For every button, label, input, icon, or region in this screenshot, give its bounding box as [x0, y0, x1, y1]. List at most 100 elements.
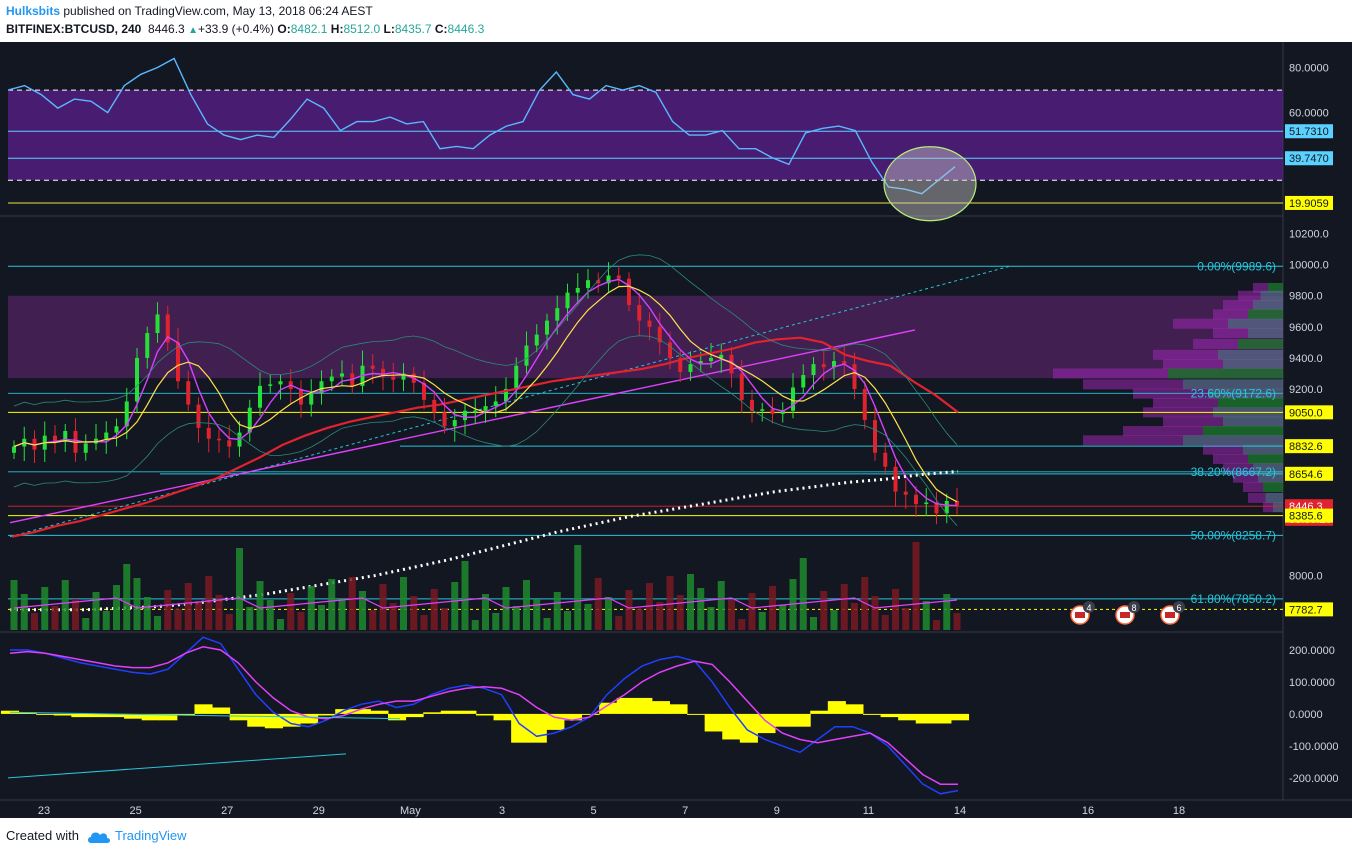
low-value: 8435.7: [394, 22, 432, 36]
volume-bar: [328, 579, 336, 630]
volume-bar: [123, 564, 131, 630]
volume-bar: [359, 591, 366, 630]
candle: [698, 361, 703, 365]
volume-bar: [892, 589, 899, 630]
candle: [483, 406, 488, 411]
candle: [842, 361, 847, 365]
candle: [606, 275, 611, 284]
macd-hist-bar: [229, 713, 248, 721]
volume-bar: [297, 612, 305, 630]
volume-bar: [10, 580, 18, 630]
volume-bar: [799, 558, 807, 630]
volume-profile-bar: [1083, 435, 1183, 446]
macd-hist-bar: [317, 713, 336, 716]
volume-bar: [584, 604, 592, 630]
up-arrow-icon: ▲: [188, 25, 198, 36]
macd-hist-bar: [599, 702, 618, 714]
volume-bar: [830, 610, 838, 630]
volume-bar: [933, 620, 940, 630]
candle: [217, 438, 221, 441]
candle: [442, 412, 447, 427]
candle: [924, 502, 929, 505]
time-tick-label: 25: [129, 805, 141, 817]
volume-profile-bar: [1248, 328, 1283, 339]
rising-trendline-dashed: [9, 265, 1011, 538]
bollinger-lower: [13, 335, 958, 526]
volume-profile-bar: [1268, 282, 1283, 293]
volume-bar: [61, 580, 69, 630]
candle: [493, 401, 498, 407]
rsi-band: [8, 90, 1283, 181]
volume-bar: [471, 620, 479, 630]
candle: [678, 357, 683, 372]
macd-hist-bar: [370, 710, 389, 714]
chart-canvas[interactable]: 80.000060.000051.731039.747019.90590.00%…: [0, 42, 1352, 818]
resistance-zone: [8, 295, 1283, 379]
bollinger-upper: [13, 254, 958, 446]
volume-bar: [943, 594, 951, 630]
publish-line: Hulksbits published on TradingView.com, …: [6, 4, 373, 18]
volume-profile-bar: [1243, 481, 1263, 492]
volume-bar: [851, 603, 858, 630]
price-badge: 8832.6: [1289, 441, 1323, 453]
created-with-label: Created with: [6, 828, 79, 843]
volume-bar: [779, 605, 787, 630]
volume-profile-bar: [1263, 502, 1273, 513]
candle: [258, 385, 262, 408]
candle: [873, 420, 877, 453]
volume-bar: [758, 612, 766, 630]
macd-hist-bar: [300, 713, 319, 724]
time-tick-label: May: [400, 805, 421, 817]
price-badge-bg: [1285, 602, 1333, 617]
candle: [534, 334, 539, 346]
candle: [914, 494, 918, 505]
candle: [739, 373, 744, 400]
volume-bar: [881, 615, 889, 630]
author-link[interactable]: Hulksbits: [6, 4, 61, 18]
macd-hist-bar: [915, 713, 934, 724]
fib-label: 23.60%(9172.6): [1191, 386, 1276, 400]
symbol-line: BITFINEX:BTCUSD, 240 8446.3 ▲+33.9 (+0.4…: [6, 22, 484, 36]
volume-profile-bar: [1153, 349, 1218, 360]
candle: [114, 426, 119, 433]
volume-bar: [348, 577, 356, 630]
candle: [955, 500, 959, 506]
volume-profile-bar: [1228, 318, 1283, 329]
macd-tick-label: -200.0000: [1289, 773, 1339, 785]
macd-tick-label: -100.0000: [1289, 741, 1339, 753]
volume-bar: [922, 601, 930, 630]
rsi-band-top-badge-bg: [1285, 124, 1333, 139]
candle: [719, 354, 724, 358]
volume-bar: [256, 581, 264, 630]
volume-profile-bar: [1248, 309, 1283, 320]
candle: [463, 410, 467, 421]
volume-profile-bar: [1260, 290, 1283, 301]
rsi-band-bottom-badge: 39.7470: [1289, 153, 1329, 165]
volume-bar: [738, 619, 746, 630]
candle: [206, 427, 211, 439]
event-count-bubble: [1173, 601, 1185, 613]
time-tick-label: 11: [863, 805, 874, 817]
event-count-bubble: [1128, 601, 1140, 613]
candle: [83, 443, 88, 453]
candle: [729, 354, 734, 374]
macd-hist-bar: [739, 713, 758, 743]
volume-bar: [451, 582, 459, 630]
candle: [299, 389, 303, 405]
event-count: 6: [1176, 603, 1181, 613]
tradingview-link[interactable]: TradingView: [114, 828, 187, 843]
volume-bar: [635, 609, 643, 630]
volume-bar: [82, 618, 90, 630]
candle: [760, 409, 765, 411]
volume-bar: [820, 591, 828, 630]
fib-label: 50.00%(8258.7): [1191, 528, 1276, 542]
volume-bar: [666, 576, 674, 630]
macd-hist-bar: [335, 709, 354, 714]
volume-bar: [133, 578, 141, 630]
macd-hist-bar: [687, 713, 706, 715]
fib-label: 0.00%(9989.6): [1197, 259, 1276, 273]
macd-hist-bar: [124, 713, 143, 719]
macd-hist-bar: [775, 713, 794, 727]
candle: [688, 364, 693, 372]
volume-bar: [318, 605, 325, 630]
